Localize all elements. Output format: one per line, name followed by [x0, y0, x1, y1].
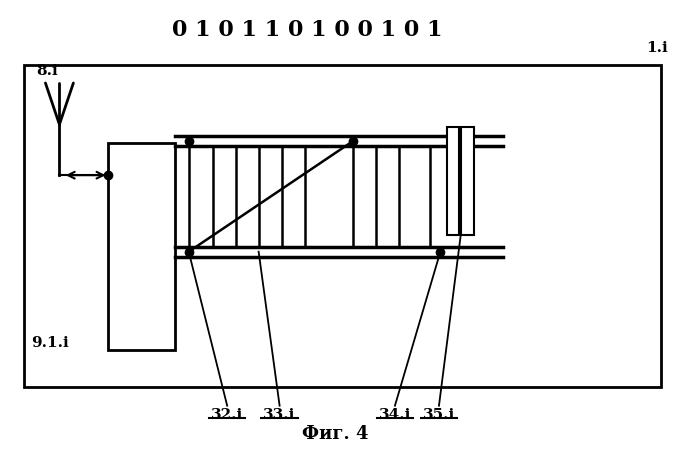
Bar — [461, 127, 474, 235]
Text: Фиг. 4: Фиг. 4 — [302, 426, 369, 443]
Text: 1.i: 1.i — [646, 41, 668, 55]
Bar — [108, 143, 175, 350]
Bar — [447, 127, 459, 235]
Text: 9.1.i: 9.1.i — [31, 337, 69, 350]
Text: 35.i: 35.i — [423, 408, 455, 422]
Text: 32.i: 32.i — [211, 408, 243, 422]
Bar — [24, 65, 661, 387]
Text: 34.i: 34.i — [379, 408, 411, 422]
Text: 8.i: 8.i — [36, 65, 58, 78]
Text: 0 1 0 1 1 0 1 0 0 1 0 1: 0 1 0 1 1 0 1 0 0 1 0 1 — [173, 19, 442, 41]
Text: 33.i: 33.i — [264, 408, 296, 422]
